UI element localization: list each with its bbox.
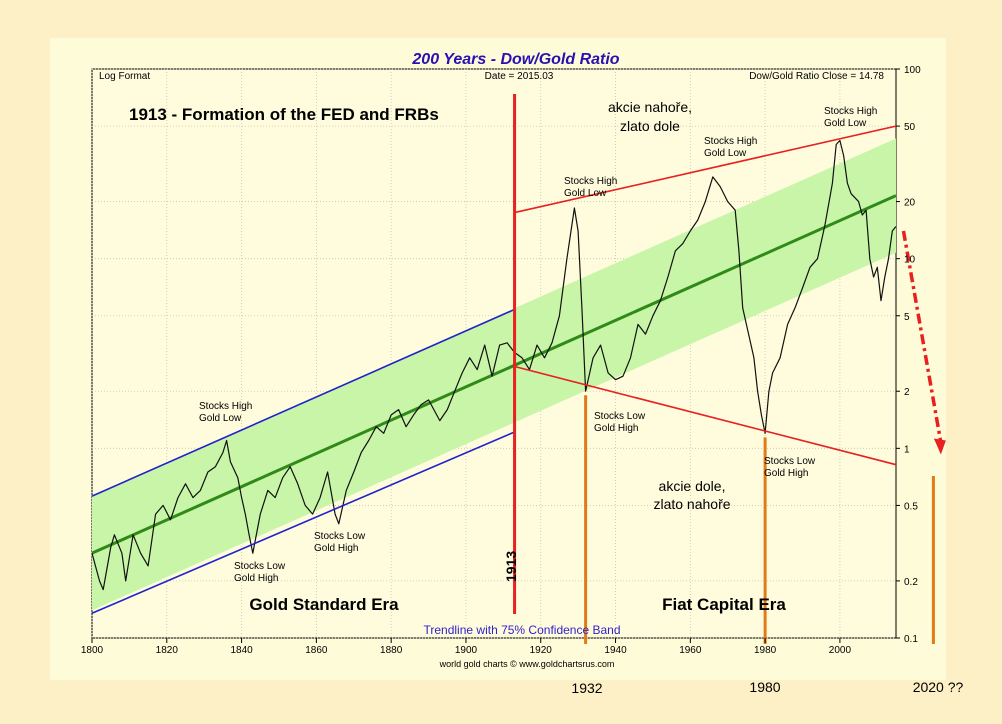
stocks-up-note-1: akcie nahoře, [608,99,692,115]
x-tick-label: 1920 [530,645,553,656]
sl-gh-1932-1: Stocks Low [594,411,646,422]
y-tick-label: 50 [904,122,916,133]
label-1932: 1932 [571,680,602,696]
y-tick-label: 0.1 [904,634,918,645]
sl-gh-1980-2: Gold High [764,468,808,479]
y-tick-label: 100 [904,65,921,76]
fiat-capital-era-label: Fiat Capital Era [662,595,786,614]
fed-formation-note: 1913 - Formation of the FED and FRBs [129,105,439,124]
y-tick-label: 20 [904,198,916,209]
label-1980: 1980 [749,679,780,695]
sh-gl-2000-1: Stocks High [824,106,877,117]
x-tick-label: 1840 [230,645,253,656]
x-tick-label: 1940 [604,645,627,656]
gold-channel-lower [91,431,515,615]
sl-gh-1843-1: Stocks Low [234,561,286,572]
header-right: Dow/Gold Ratio Close = 14.78 [749,71,884,82]
trendline [92,194,896,555]
sl-gh-1865-1: Stocks Low [314,531,366,542]
projection-arrow-shaft [901,230,943,443]
x-tick-label: 1800 [81,645,104,656]
x-tick-label: 1820 [156,645,179,656]
gold-standard-era-label: Gold Standard Era [249,595,399,614]
fed-year-rotated: 1913 [503,551,519,582]
sh-gl-1929-1: Stocks High [564,176,617,187]
gold-channel-upper [91,308,515,497]
sh-gl-1836-2: Gold Low [199,413,242,424]
x-tick-label: 1980 [754,645,777,656]
x-tick-label: 1900 [455,645,478,656]
source-credit: world gold charts © www.goldchartsrus.co… [439,659,615,669]
sl-gh-1932-2: Gold High [594,423,638,434]
fiat-channel-upper [514,125,897,214]
y-tick-label: 2 [904,387,910,398]
y-tick-label: 0.5 [904,501,918,512]
y-tick-label: 0.2 [904,577,918,588]
sh-gl-2000-2: Gold Low [824,118,867,129]
y-tick-label: 5 [904,312,910,323]
sh-gl-1836-1: Stocks High [199,401,252,412]
chart-title: 200 Years - Dow/Gold Ratio [411,51,619,68]
stocks-down-note-1: akcie dole, [659,478,726,494]
x-tick-label: 1960 [679,645,702,656]
header-left: Log Format [99,71,150,82]
stocks-down-note-2: zlato nahoře [653,496,730,512]
dow-gold-ratio-line [92,139,896,591]
y-tick-label: 1 [904,444,910,455]
x-tick-label: 1880 [380,645,403,656]
x-tick-label: 2000 [829,645,852,656]
stocks-up-note-2: zlato dole [620,118,680,134]
sh-gl-1929-2: Gold Low [564,188,607,199]
y-tick-label: 10 [904,255,916,266]
x-tick-label: 1860 [305,645,328,656]
sh-gl-1966-1: Stocks High [704,136,757,147]
sh-gl-1966-2: Gold Low [704,148,747,159]
sl-gh-1865-2: Gold High [314,543,358,554]
sl-gh-1980-1: Stocks Low [764,456,816,467]
projection-arrow-head [933,438,946,455]
trendline-label: Trendline with 75% Confidence Band [423,623,620,637]
header-center: Date = 2015.03 [485,71,554,82]
fiat-channel-lower [514,365,897,466]
label-2020: 2020 ?? [913,679,964,695]
sl-gh-1843-2: Gold High [234,573,278,584]
